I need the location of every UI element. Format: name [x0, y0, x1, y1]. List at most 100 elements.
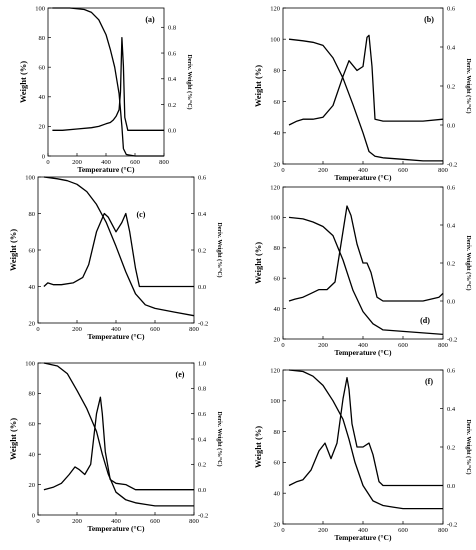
- x-axis-label: Temperature (°C): [335, 348, 392, 357]
- y2-axis-label: Deriv. Weight (%/°C): [216, 411, 223, 466]
- y-tick-label: 40: [29, 452, 36, 459]
- y2-axis-label: Deriv. Weight (%/°C): [465, 419, 472, 474]
- x-tick-label: 0: [281, 527, 284, 534]
- y2-tick-label: 0.0: [198, 487, 206, 494]
- x-tick-label: 400: [358, 342, 368, 349]
- y-tick-label: 120: [270, 5, 280, 12]
- y-tick-label: 100: [270, 398, 280, 405]
- y2-tick-label: 0.6: [198, 411, 207, 418]
- y-tick-label: 100: [25, 360, 35, 367]
- weight-curve: [52, 7, 164, 157]
- plot-frame: [47, 7, 165, 157]
- x-axis-label: Temperature (°C): [88, 524, 145, 533]
- y2-tick-label: -0.2: [198, 320, 208, 327]
- x-tick-label: 800: [438, 342, 448, 349]
- panel-label: (c): [137, 210, 146, 219]
- y-tick-label: 60: [274, 276, 281, 283]
- y-tick-label: 80: [274, 245, 281, 252]
- y-tick-label: 80: [274, 68, 281, 75]
- y-tick-label: 20: [29, 320, 36, 327]
- y-tick-label: 80: [29, 211, 36, 218]
- y2-tick-label: 0.6: [447, 367, 456, 374]
- y-tick-label: 100: [25, 174, 35, 181]
- panel-a: 0 200 400 600 800 0 20 40 60 80 100 0.0 0.2 0.4 0.6 0.8…: [18, 5, 193, 174]
- panel-label: (f): [425, 377, 433, 386]
- y-axis-label: Weight (%): [253, 242, 263, 284]
- x-axis-label: Temperature (°C): [335, 173, 392, 182]
- derivative-weight-curve: [288, 377, 443, 487]
- x-tick-label: 800: [438, 527, 448, 534]
- y2-tick-label: 0.4: [198, 211, 207, 218]
- plot-frame: [37, 176, 195, 324]
- y-tick-label: 40: [29, 284, 36, 291]
- y-tick-label: 40: [274, 130, 281, 137]
- y-tick-label: 80: [39, 35, 46, 42]
- y2-tick-label: 0.8: [198, 386, 206, 393]
- y2-tick-label: 0.6: [447, 5, 456, 12]
- y2-tick-label: 0.6: [447, 184, 456, 191]
- y-tick-label: 20: [39, 124, 46, 131]
- x-tick-label: 800: [438, 167, 448, 174]
- y2-tick-label: -0.2: [447, 161, 457, 168]
- y2-tick-label: 0.0: [447, 298, 455, 305]
- x-axis-label: Temperature (°C): [335, 533, 392, 542]
- y2-tick-label: 1.0: [198, 360, 206, 367]
- x-tick-label: 200: [318, 167, 328, 174]
- y-tick-label: 40: [274, 306, 281, 313]
- y-tick-label: 0: [42, 153, 45, 160]
- y2-tick-label: 0.2: [168, 102, 176, 109]
- derivative-weight-curve: [288, 34, 444, 126]
- y2-tick-label: 0.2: [198, 462, 206, 469]
- panel-label: (d): [420, 316, 430, 325]
- plot-frame: [282, 7, 444, 165]
- y-tick-label: 20: [29, 482, 36, 489]
- y-tick-label: 100: [270, 215, 280, 222]
- x-tick-label: 400: [358, 167, 368, 174]
- y-axis-label: Weight (%): [253, 65, 263, 107]
- y-tick-label: 60: [274, 460, 281, 467]
- x-tick-label: 400: [111, 518, 121, 525]
- weight-curve: [43, 362, 194, 507]
- x-tick-label: 600: [130, 159, 140, 166]
- x-tick-label: 800: [189, 326, 199, 333]
- y-tick-label: 60: [274, 99, 281, 106]
- y-axis-label: Weight (%): [8, 418, 18, 460]
- x-tick-label: 200: [72, 326, 82, 333]
- derivative-weight-curve: [43, 396, 194, 491]
- weight-curve: [288, 216, 444, 336]
- panel-b: 0 200 400 600 800 20 40 60 80 100 120 -0.2 0.0 0.2 0.4…: [253, 5, 472, 182]
- y-tick-label: 40: [39, 94, 46, 101]
- x-tick-label: 200: [318, 527, 328, 534]
- panel-label: (a): [145, 15, 155, 24]
- derivative-weight-curve: [43, 212, 194, 288]
- panel-label: (e): [176, 370, 185, 379]
- y-tick-label: 0: [32, 512, 35, 519]
- y2-tick-label: 0.2: [447, 260, 455, 267]
- y2-tick-label: 0.6: [168, 50, 177, 57]
- y2-tick-label: 0.4: [168, 76, 177, 83]
- panel-f: 0 200 400 600 800 20 40 60 80 100 120 -0.2 0.0 0.2 0.4…: [253, 367, 472, 542]
- y2-axis-label: Deriv. Weight (%/°C): [216, 222, 223, 277]
- y-tick-label: 100: [35, 5, 45, 12]
- x-tick-label: 200: [318, 342, 328, 349]
- y2-tick-label: 0.0: [198, 284, 206, 291]
- y2-tick-label: 0.8: [168, 25, 176, 32]
- x-tick-label: 0: [281, 167, 284, 174]
- panel-e: 0 200 400 600 800 0 20 40 60 80 100 -0.2 0.0 0.2 0.4 0.…: [8, 360, 223, 533]
- y2-tick-label: 0.0: [447, 122, 455, 129]
- y-tick-label: 80: [274, 429, 281, 436]
- y2-axis-label: Deriv. Weight (%/°C): [186, 54, 193, 109]
- derivative-weight-curve: [288, 205, 444, 302]
- y-tick-label: 40: [274, 491, 281, 498]
- x-tick-label: 600: [398, 167, 408, 174]
- x-tick-label: 800: [189, 518, 199, 525]
- y-tick-label: 20: [274, 336, 281, 343]
- y2-tick-label: 0.4: [447, 406, 456, 413]
- y2-tick-label: 0.4: [447, 222, 456, 229]
- y2-axis-label: Deriv. Weight (%/°C): [465, 235, 472, 290]
- x-tick-label: 800: [159, 159, 169, 166]
- x-tick-label: 0: [36, 518, 39, 525]
- y-tick-label: 100: [270, 37, 280, 44]
- weight-curve: [288, 38, 443, 162]
